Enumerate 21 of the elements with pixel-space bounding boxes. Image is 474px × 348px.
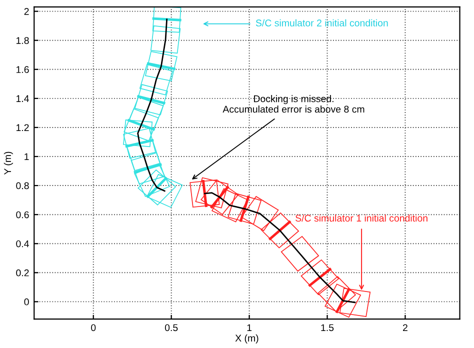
annotation: S/C simulator 2 initial condition bbox=[256, 19, 388, 26]
y-tick-label: 0.4 bbox=[16, 240, 29, 248]
annotation: Docking is missed. Accumulated error is above 8 cm bbox=[222, 95, 364, 113]
x-tick-label: 0 bbox=[91, 324, 96, 332]
y-tick-label: 2 bbox=[24, 8, 29, 15]
x-tick-label: 0.5 bbox=[164, 324, 178, 332]
y-tick-label: 1.6 bbox=[16, 66, 29, 74]
y-tick-label: 1.8 bbox=[16, 37, 29, 44]
y-tick-label: 1.2 bbox=[16, 124, 29, 131]
y-tick-label: 0 bbox=[24, 298, 29, 306]
x-axis-title: X (m) bbox=[235, 334, 258, 344]
y-axis-title: Y (m) bbox=[4, 152, 13, 175]
x-tick-label: 1 bbox=[247, 324, 252, 332]
x-tick-label: 1.5 bbox=[321, 324, 334, 332]
x-tick-label: 2 bbox=[402, 324, 408, 332]
y-tick-label: 1 bbox=[24, 153, 29, 160]
y-tick-label: 1.4 bbox=[16, 95, 29, 102]
annotation: S/C simulator 1 initial condition bbox=[296, 214, 428, 222]
y-tick-label: 0.6 bbox=[16, 211, 29, 218]
y-tick-label: 0.2 bbox=[16, 269, 29, 276]
y-tick-label: 0.8 bbox=[16, 182, 29, 190]
